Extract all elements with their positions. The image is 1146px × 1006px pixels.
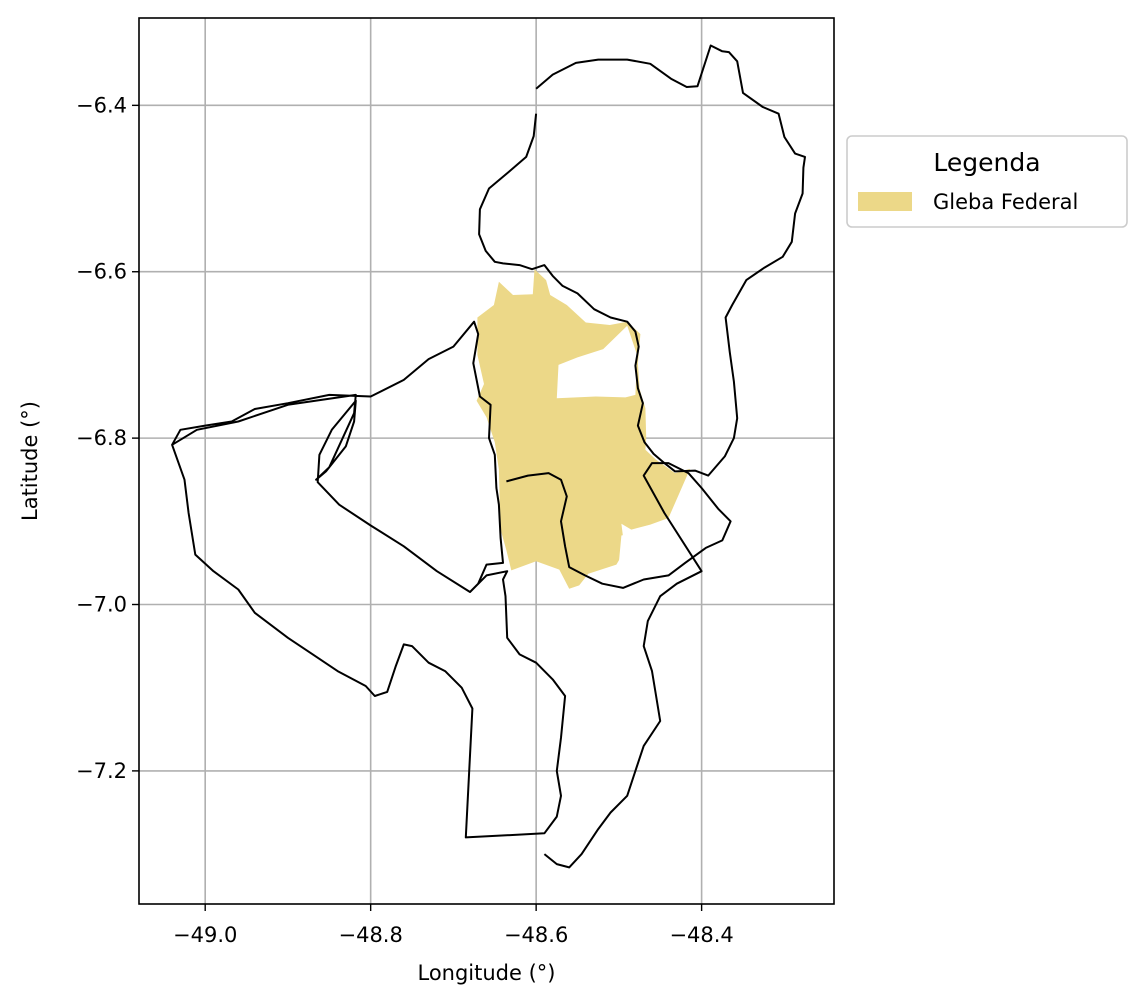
legend: Legenda Gleba Federal (846, 135, 1128, 228)
y-tick-label: −6.6 (76, 260, 127, 284)
gleba-federal-area (476, 269, 690, 589)
y-axis-label: Latitude (°) (18, 401, 42, 521)
x-axis-label: Longitude (°) (417, 961, 555, 985)
x-axis-ticks: −49.0 −48.8 −48.6 −48.4 (173, 904, 734, 947)
y-tick-label: −7.0 (76, 593, 127, 617)
legend-box (846, 135, 1128, 228)
y-axis-ticks: −6.4 −6.6 −6.8 −7.0 −7.2 (76, 93, 139, 783)
y-tick-label: −6.4 (76, 93, 127, 117)
municipality-south-boundary (506, 462, 732, 869)
grid-lines (139, 18, 834, 904)
y-tick-label: −7.2 (76, 759, 127, 783)
x-tick-label: −49.0 (173, 923, 237, 947)
x-tick-label: −48.8 (338, 923, 402, 947)
plot-frame (138, 17, 835, 905)
municipality-west-boundary (171, 320, 567, 839)
gleba-federal-hole (556, 325, 638, 399)
x-tick-label: −48.6 (504, 923, 568, 947)
legend-swatch-gleba-federal (858, 192, 912, 211)
gleba-federal-polygon (476, 269, 690, 589)
gleba-federal-hole (618, 533, 638, 570)
legend-title: Legenda (933, 148, 1040, 177)
municipal-boundaries (171, 44, 806, 869)
x-tick-label: −48.4 (669, 923, 733, 947)
municipality-north-boundary (478, 44, 806, 477)
y-tick-label: −6.8 (76, 426, 127, 450)
legend-label-gleba-federal: Gleba Federal (933, 190, 1078, 214)
